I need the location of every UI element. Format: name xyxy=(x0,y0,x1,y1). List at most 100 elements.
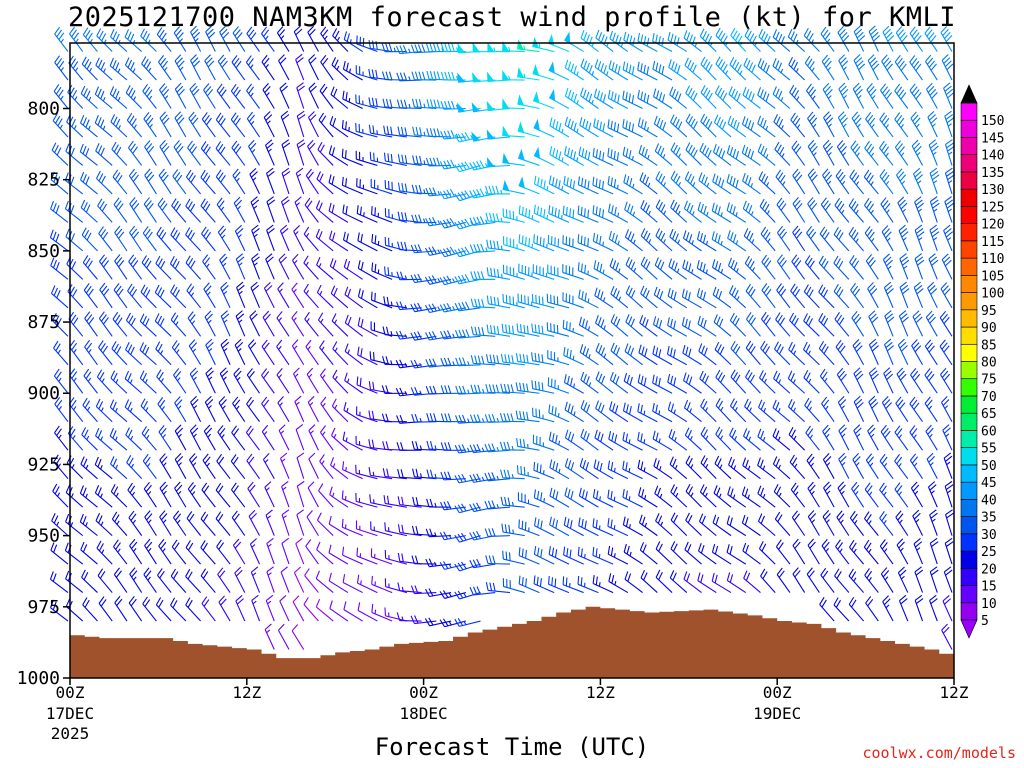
barb-feather xyxy=(549,516,552,526)
wind-barb xyxy=(111,341,128,366)
barb-feather xyxy=(112,430,117,439)
barb-half-feather xyxy=(602,241,605,246)
barb-staff xyxy=(458,478,481,484)
barb-staff xyxy=(371,186,393,195)
barb-feather xyxy=(608,60,612,69)
barb-staff xyxy=(488,589,511,594)
barb-half-feather xyxy=(130,435,134,441)
barb-staff xyxy=(532,331,555,337)
wind-barb xyxy=(713,485,732,508)
barb-feather xyxy=(218,396,226,404)
barb-feather xyxy=(592,205,595,214)
barb-feather xyxy=(159,318,165,327)
barb-staff xyxy=(81,576,98,593)
barb-staff xyxy=(414,335,437,341)
barb-half-feather xyxy=(434,561,437,567)
barb-staff xyxy=(758,36,776,52)
barb-feather xyxy=(265,114,273,121)
barb-feather xyxy=(178,60,185,68)
barb-feather xyxy=(518,205,521,214)
barb-feather xyxy=(458,444,463,453)
wind-barb xyxy=(577,234,599,252)
barb-feather xyxy=(485,212,489,222)
barb-feather xyxy=(131,200,138,208)
barb-feather xyxy=(175,29,182,37)
barb-feather xyxy=(537,547,540,557)
barb-half-feather xyxy=(100,407,104,412)
wind-barb xyxy=(609,30,629,52)
barb-feather xyxy=(451,71,455,81)
barb-feather xyxy=(70,314,77,323)
barb-staff xyxy=(622,496,643,508)
barb-feather xyxy=(487,443,493,452)
barb-staff xyxy=(185,604,202,622)
barb-feather xyxy=(330,457,335,466)
barb-feather xyxy=(615,262,619,271)
barb-feather xyxy=(174,396,181,404)
wind-barb xyxy=(486,157,511,168)
barb-staff xyxy=(385,133,407,138)
wind-barb xyxy=(440,385,466,394)
wind-barb xyxy=(652,374,673,394)
barb-feather xyxy=(750,93,755,102)
barb-staff xyxy=(329,123,349,138)
barb-feather xyxy=(442,248,449,257)
barb-feather xyxy=(497,268,500,278)
wind-barb xyxy=(412,155,437,166)
barb-half-feather xyxy=(253,205,258,209)
barb-feather xyxy=(765,260,772,268)
wind-barb xyxy=(685,113,702,138)
barb-feather xyxy=(343,401,347,411)
barb-staff xyxy=(109,93,128,109)
barb-feather xyxy=(80,85,86,94)
wind-barb xyxy=(439,618,466,628)
barb-feather xyxy=(685,483,691,492)
wind-barb xyxy=(109,86,128,109)
barb-feather xyxy=(280,224,288,232)
barb-feather xyxy=(81,56,87,65)
barb-feather xyxy=(720,374,726,383)
barb-feather xyxy=(233,57,240,66)
barb-feather xyxy=(477,384,481,394)
barb-feather xyxy=(276,368,283,376)
wind-barb xyxy=(622,402,643,423)
barb-half-feather xyxy=(56,521,60,526)
barb-staff xyxy=(200,547,216,565)
barb-feather xyxy=(160,427,167,436)
barb-staff xyxy=(444,250,466,258)
barb-feather xyxy=(53,287,59,296)
barb-feather xyxy=(356,547,359,557)
barb-feather xyxy=(246,368,253,376)
barb-feather xyxy=(735,33,741,41)
barb-feather xyxy=(251,566,259,573)
wind-barb xyxy=(425,588,452,598)
barb-staff xyxy=(356,43,378,53)
barb-staff xyxy=(155,348,172,366)
wind-barb xyxy=(246,26,260,52)
barb-feather xyxy=(578,517,581,526)
barb-feather xyxy=(424,618,431,627)
barb-feather xyxy=(563,546,566,556)
barb-feather xyxy=(685,232,690,241)
barb-feather xyxy=(308,54,316,61)
barb-feather xyxy=(469,244,474,253)
wind-barb xyxy=(383,296,407,309)
wind-barb xyxy=(426,498,452,508)
wind-barb xyxy=(371,575,393,594)
barb-staff xyxy=(370,104,393,110)
barb-feather xyxy=(747,120,752,129)
barb-staff xyxy=(371,611,393,622)
barb-feather xyxy=(65,513,70,523)
barb-feather xyxy=(96,540,102,549)
barb-staff xyxy=(201,233,216,252)
barb-staff xyxy=(564,524,584,537)
wind-barb xyxy=(564,401,584,423)
barb-staff xyxy=(308,430,319,451)
barb-half-feather xyxy=(208,376,213,381)
barb-feather xyxy=(572,180,576,189)
wind-barb xyxy=(173,510,187,536)
wind-barb xyxy=(65,484,84,508)
barb-feather xyxy=(670,318,673,328)
wind-barb xyxy=(637,117,658,138)
barb-staff xyxy=(713,492,732,508)
